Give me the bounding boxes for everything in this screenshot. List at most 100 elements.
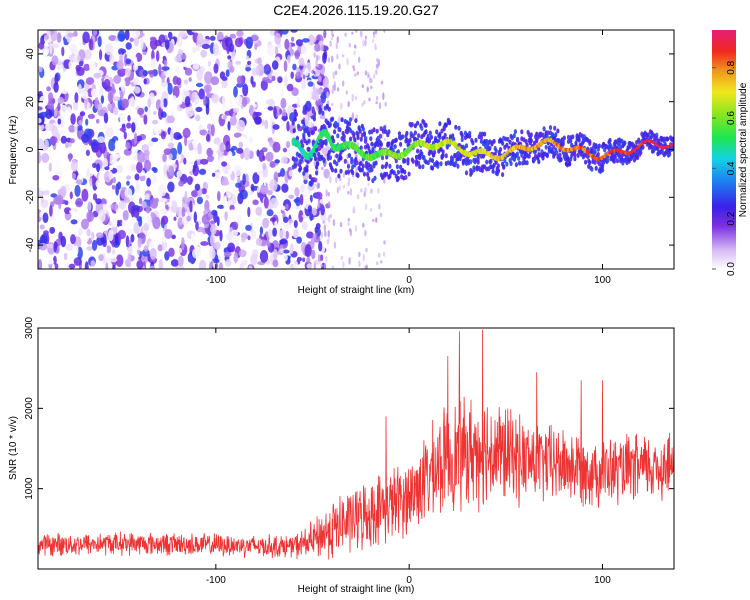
noise-streak [375,69,378,76]
noise-streak [378,102,382,110]
signal-halo [483,131,487,137]
signal-halo [429,134,433,140]
noise-blob [195,221,199,231]
snr-series-line [38,329,674,560]
signal-halo [596,151,600,157]
noise-blob [286,55,291,64]
noise-blob [146,177,152,187]
noise-blob [39,111,49,118]
noise-blob [290,71,295,79]
noise-streak [323,262,327,269]
noise-blob [257,63,265,77]
signal-halo [426,133,430,139]
signal-halo [321,110,325,116]
noise-blob [177,247,183,254]
signal-halo [385,171,389,177]
signal-halo [342,134,346,139]
noise-blob [125,228,134,236]
noise-blob [322,52,327,64]
signal-halo [353,137,357,143]
noise-blob [156,50,160,62]
noise-blob [88,137,93,146]
noise-blob [188,77,192,82]
noise-blob [143,78,147,85]
noise-blob [196,33,204,46]
noise-blob [138,217,143,227]
noise-streak [361,102,364,107]
noise-blob [247,206,251,218]
noise-blob [304,100,312,112]
noise-blob [87,113,95,119]
signal-halo [544,144,548,150]
noise-blob [73,245,79,256]
signal-halo [360,167,364,173]
noise-blob [38,66,43,73]
noise-blob [296,236,302,244]
signal-halo [298,153,302,159]
noise-blob [49,42,53,55]
noise-blob [96,119,100,124]
noise-blob [91,239,98,251]
signal-halo [361,126,365,132]
signal-halo [406,160,410,166]
signal-halo [471,140,475,146]
noise-blob [60,135,67,144]
noise-blob [118,219,123,227]
noise-streak [362,39,365,47]
noise-blob [160,208,166,214]
signal-halo [461,160,465,166]
noise-blob [191,190,198,198]
noise-blob [176,170,183,178]
signal-halo [399,164,403,170]
noise-blob [184,67,193,76]
noise-blob [178,31,187,38]
noise-blob [203,95,207,106]
heatmap-marks [38,30,674,269]
noise-blob [265,151,274,162]
noise-blob [121,220,126,226]
noise-blob [108,35,117,41]
noise-blob [144,106,148,112]
noise-blob [235,182,242,188]
noise-blob [227,150,233,160]
signal-halo [294,112,298,117]
noise-blob [141,254,148,264]
signal-halo [506,136,510,142]
noise-blob [102,252,106,265]
signal-halo [388,163,392,169]
noise-blob [277,76,283,84]
noise-blob [201,214,210,225]
noise-streak [335,41,338,50]
noise-blob [102,157,108,168]
noise-blob [207,123,212,130]
noise-blob [74,184,81,197]
signal-halo [505,161,509,167]
noise-blob [70,234,76,245]
noise-blob [295,39,303,47]
signal-halo [378,133,382,139]
noise-blob [304,115,309,127]
noise-blob [164,229,173,239]
noise-blob [258,149,265,162]
noise-streak [347,217,350,222]
noise-blob [85,118,89,126]
noise-blob [171,234,176,240]
noise-streak [347,222,350,226]
noise-blob [123,197,131,204]
noise-blob [210,76,220,86]
noise-blob [124,30,130,41]
noise-blob [211,209,218,216]
noise-streak [322,220,325,224]
noise-blob [105,262,109,269]
noise-blob [182,60,191,68]
signal-halo [332,138,336,144]
signal-halo [370,167,374,173]
noise-blob [49,215,57,221]
signal-halo [555,150,559,156]
signal-halo [346,163,351,169]
noise-blob [48,92,54,102]
noise-blob [187,262,193,269]
noise-blob [122,210,129,221]
heatmap-panel: -100 0 100 -40 -20 0 20 40 Height of straight … [8,29,675,296]
noise-blob [203,209,208,215]
